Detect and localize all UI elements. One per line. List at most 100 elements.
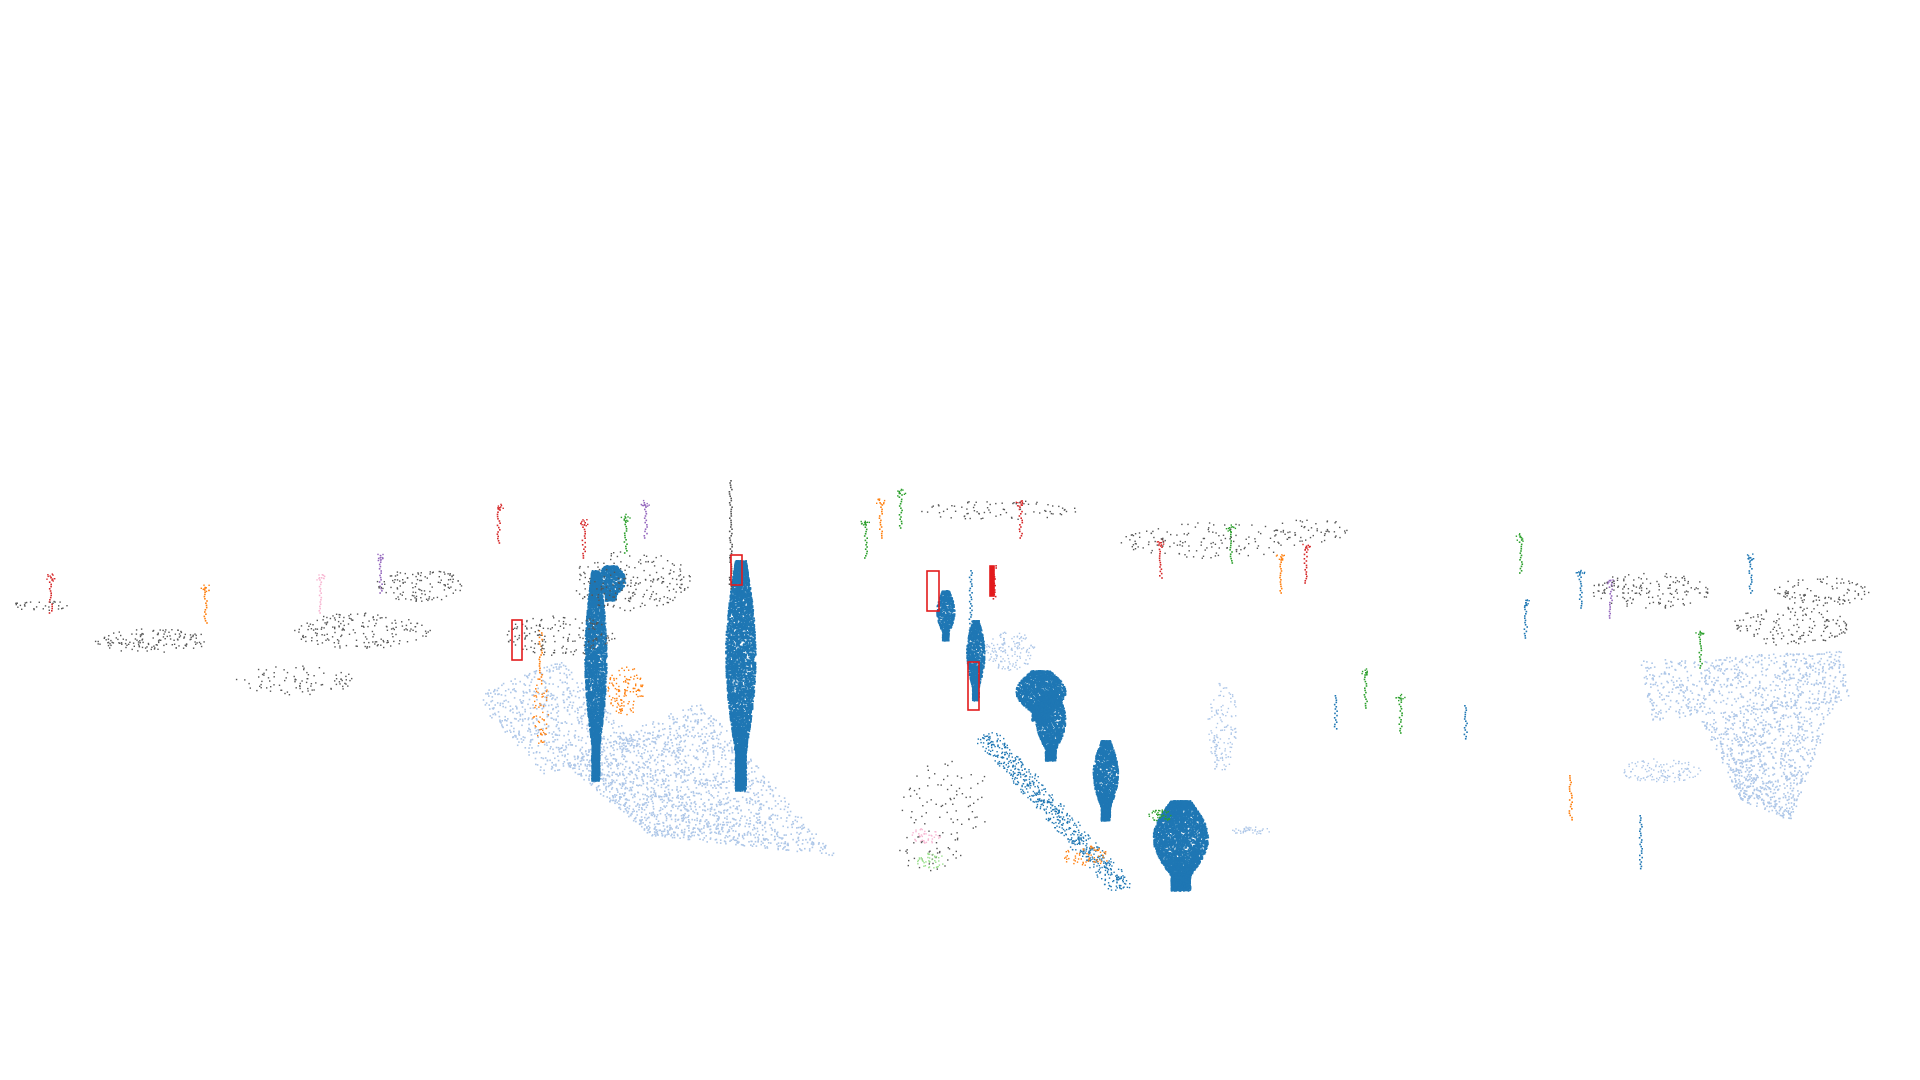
ground-patch-right <box>1739 781 1741 783</box>
ground-patch-right-far <box>1803 658 1805 660</box>
ground-patch-left-near <box>550 693 552 695</box>
ground-patch-left <box>634 801 636 803</box>
ground-patch-left <box>655 792 657 794</box>
ground-patch-left-near <box>504 716 506 718</box>
ground-patch-right-far <box>1761 660 1763 662</box>
ground-patch-left <box>778 842 780 844</box>
ground-patch-right-far <box>1686 686 1688 688</box>
ground-patch-right-far <box>1793 674 1795 676</box>
ground-patch-left <box>811 833 813 835</box>
ground-patch-right-far <box>1805 661 1807 663</box>
ground-patch-left-near <box>552 709 554 711</box>
ground-patch-left <box>630 781 632 783</box>
ground-patch-right-far <box>1672 688 1674 690</box>
ground-patch-right <box>1796 774 1798 776</box>
ground-patch-right-far <box>1809 676 1811 678</box>
ground-patch-left <box>661 787 663 789</box>
ground-patch-right <box>1779 785 1781 787</box>
ground-patch-left <box>755 837 757 839</box>
ground-patch-left <box>755 778 757 780</box>
ground-patch-left-near <box>583 715 585 717</box>
ground-patch-right <box>1776 813 1778 815</box>
ground-patch-left-near <box>571 695 573 697</box>
ground-patch-left <box>726 824 728 826</box>
ground-patch-left <box>726 810 728 812</box>
ground-patch-right <box>1796 707 1798 709</box>
ground-patch-left <box>736 801 738 803</box>
ground-patch-left <box>609 791 611 793</box>
ground-patch-right <box>1750 783 1752 785</box>
ground-patch-right <box>1807 737 1809 739</box>
ground-patch-left <box>695 780 697 782</box>
ground-patch-left <box>668 775 670 777</box>
ground-patch-left <box>696 820 698 822</box>
ground-patch-left <box>701 779 703 781</box>
ground-patch-left <box>641 756 643 758</box>
ground-patch-right <box>1790 732 1792 734</box>
ground-patch-right-far <box>1647 667 1649 669</box>
ground-patch-left <box>603 780 605 782</box>
ground-patch-left <box>622 784 624 786</box>
ground-patch-right <box>1755 714 1757 716</box>
ground-patch-right-far <box>1818 693 1820 695</box>
ground-patch-right <box>1740 790 1742 792</box>
ground-patch-left-near <box>523 695 525 697</box>
ground-patch-right-far <box>1667 682 1669 684</box>
ground-patch-right <box>1736 774 1738 776</box>
ground-patch-left-near <box>512 712 514 714</box>
ground-patch-left <box>750 785 752 787</box>
ground-patch-left <box>675 754 677 756</box>
ground-patch-left-near <box>578 739 580 741</box>
ground-patch-left <box>646 798 648 800</box>
ground-patch-left <box>685 821 687 823</box>
ground-patch-right-far <box>1668 674 1670 676</box>
ground-patch-left <box>723 798 725 800</box>
ground-patch-left <box>614 758 616 760</box>
ground-patch-left <box>678 797 680 799</box>
ground-patch-left <box>669 726 671 728</box>
ground-patch-right-far <box>1687 689 1689 691</box>
ground-patch-right-far <box>1704 706 1706 708</box>
ground-patch-right-far <box>1840 681 1842 683</box>
ground-patch-left-near <box>488 689 490 691</box>
ground-patch-right <box>1805 708 1807 710</box>
ground-patch-right-far <box>1681 706 1683 708</box>
ground-patch-right-far <box>1736 687 1738 689</box>
ground-patch-right-far <box>1720 702 1722 704</box>
ground-patch-left <box>642 804 644 806</box>
ground-patch-right-far <box>1842 677 1844 679</box>
ground-patch-left <box>667 744 669 746</box>
ground-patch-left <box>675 819 677 821</box>
ground-patch-right <box>1773 757 1775 759</box>
ground-patch-right-far <box>1810 655 1812 657</box>
ground-patch-left <box>675 738 677 740</box>
ground-patch-left <box>756 766 758 768</box>
ground-patch-left-near <box>546 670 548 672</box>
ground-patch-right <box>1736 736 1738 738</box>
ground-patch-right <box>1753 726 1755 728</box>
ground-patch-right <box>1757 790 1759 792</box>
ground-patch-right-far <box>1687 677 1689 679</box>
ground-patch-right-far <box>1650 698 1652 700</box>
ground-patch-left <box>694 782 696 784</box>
ground-patch-right-far <box>1821 701 1823 703</box>
ground-patch-left <box>713 759 715 761</box>
ground-patch-left <box>684 813 686 815</box>
ground-patch-right <box>1784 809 1786 811</box>
ground-patch-right-far <box>1743 697 1745 699</box>
ground-patch-right <box>1728 759 1730 761</box>
ground-patch-right <box>1748 761 1750 763</box>
ground-patch-left <box>664 770 666 772</box>
ground-patch-left <box>651 780 653 782</box>
ground-patch-left <box>696 787 698 789</box>
ground-patch-right-far <box>1650 686 1652 688</box>
ground-patch-left <box>692 727 694 729</box>
ground-patch-left <box>719 799 721 801</box>
ground-patch-left <box>727 745 729 747</box>
ground-patch-left <box>567 759 569 761</box>
ground-patch-left <box>757 792 759 794</box>
ground-patch-left-near <box>488 695 490 697</box>
ground-patch-left <box>636 784 638 786</box>
